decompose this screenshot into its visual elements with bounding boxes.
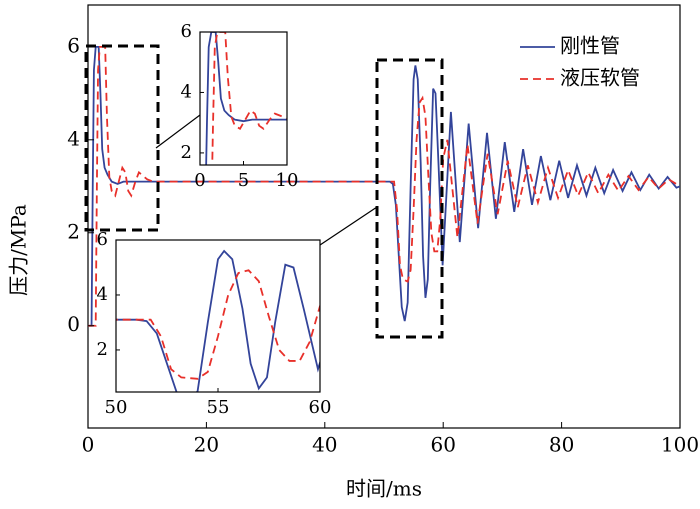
legend-label: 液压软管 <box>560 66 640 90</box>
y-tick-label: 4 <box>181 81 192 102</box>
series-line <box>205 32 287 165</box>
series-line <box>116 249 320 392</box>
y-tick-label: 4 <box>97 284 108 305</box>
connector <box>155 114 201 149</box>
y-tick-label: 2 <box>97 339 108 360</box>
x-tick-label: 100 <box>661 433 699 457</box>
y-tick-label: 6 <box>97 229 108 250</box>
zoom-box <box>375 58 444 339</box>
x-tick-label: 20 <box>194 433 219 457</box>
series-line <box>116 269 320 380</box>
y-tick-label: 2 <box>67 219 80 243</box>
x-tick-label: 80 <box>549 433 574 457</box>
x-tick-label: 60 <box>430 433 455 457</box>
inset-lines <box>116 249 320 392</box>
x-tick-label: 50 <box>105 397 128 418</box>
y-tick-label: 0 <box>67 312 80 336</box>
connector <box>319 206 378 246</box>
series-line <box>211 32 287 165</box>
plot-frame <box>87 4 681 429</box>
x-tick-label: 0 <box>82 433 95 457</box>
x-tick-label: 55 <box>207 397 230 418</box>
series-line <box>88 45 680 327</box>
y-tick-label: 6 <box>181 21 192 42</box>
series-line <box>88 45 680 327</box>
zoom-box <box>84 44 160 232</box>
inset-lines <box>205 32 287 165</box>
x-tick-label: 0 <box>194 170 205 191</box>
y-axis-label: 压力/MPa <box>7 204 31 296</box>
main-lines <box>88 45 680 327</box>
x-tick-label: 60 <box>309 397 332 418</box>
x-tick-label: 40 <box>312 433 337 457</box>
y-tick-label: 2 <box>181 142 192 163</box>
legend-label: 刚性管 <box>560 34 620 58</box>
y-tick-label: 6 <box>67 33 80 57</box>
x-tick-label: 10 <box>276 170 299 191</box>
x-axis-label: 时间/ms <box>346 477 422 501</box>
x-tick-label: 5 <box>238 170 249 191</box>
y-tick-label: 4 <box>67 126 80 150</box>
